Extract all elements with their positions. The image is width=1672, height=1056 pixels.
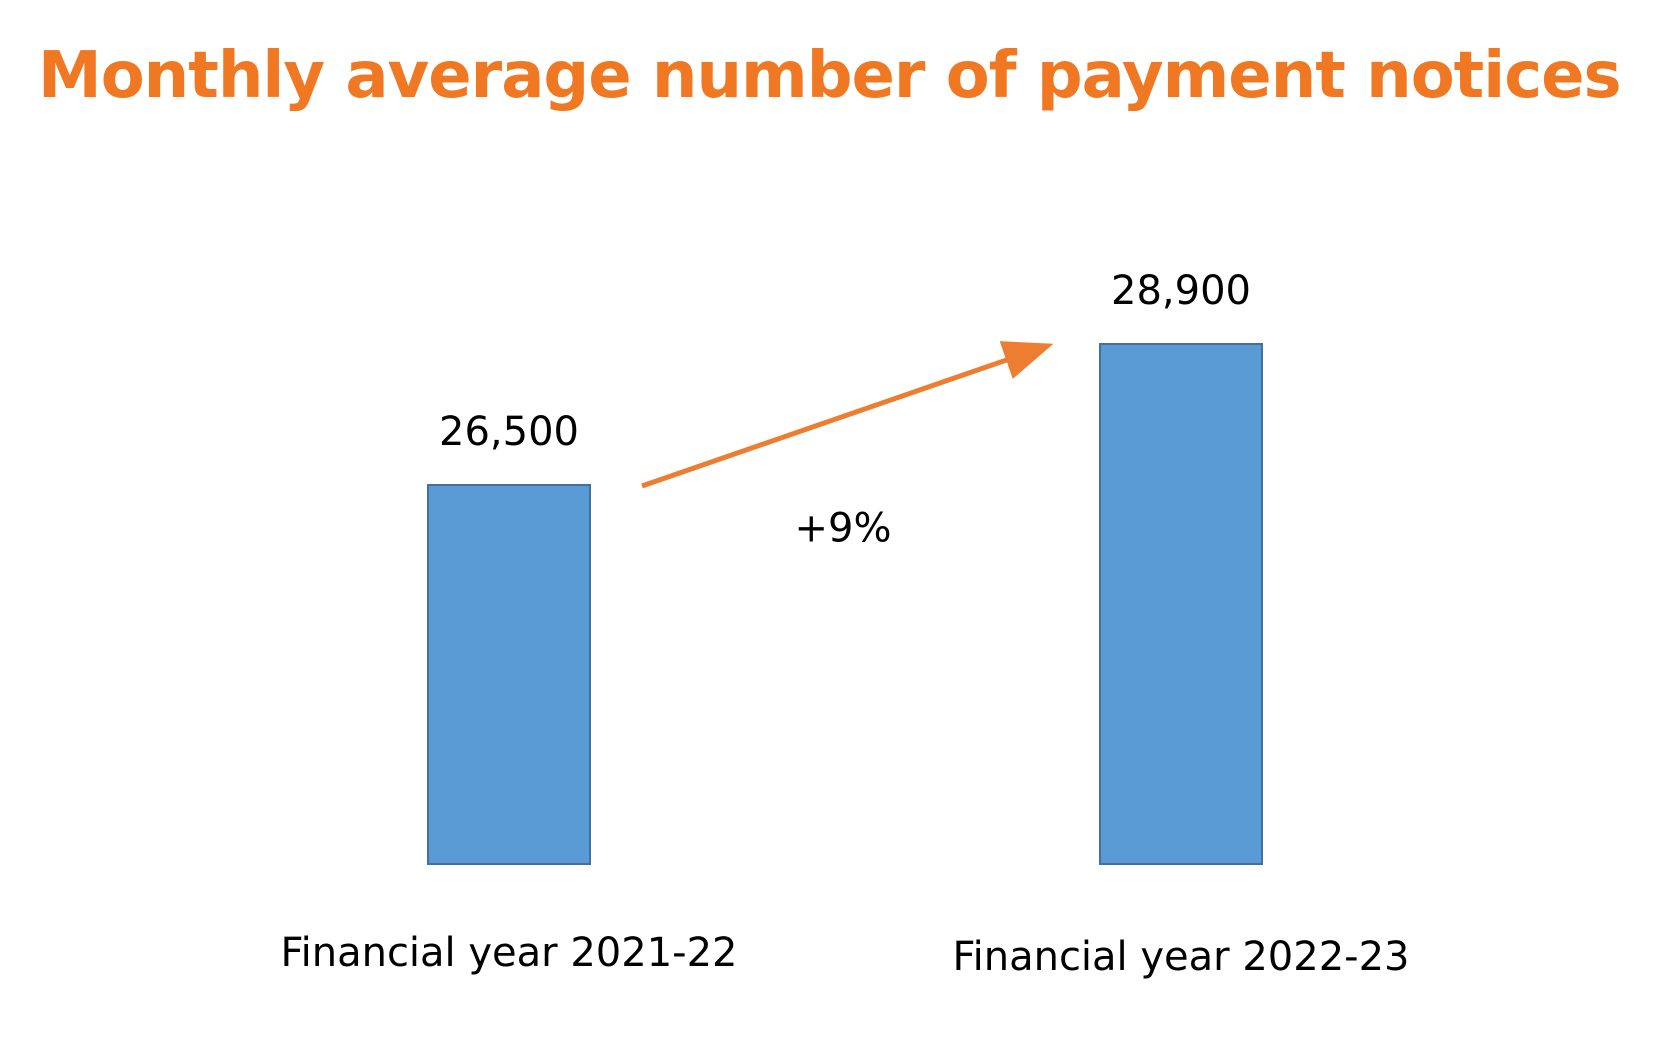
chart-title: Monthly average number of payment notice… — [38, 39, 1622, 113]
bar-1 — [427, 484, 591, 865]
growth-arrow — [641, 341, 1054, 489]
bars-layer — [427, 343, 1263, 865]
bar-value-label-1: 26,500 — [439, 409, 579, 455]
annotation-layer: +9% — [641, 341, 1054, 552]
bar-2 — [1099, 343, 1263, 865]
bar-value-label-2: 28,900 — [1111, 268, 1251, 314]
percent-change-label: +9% — [795, 506, 892, 552]
category-label-1: Financial year 2021-22 — [281, 930, 738, 976]
labels-layer: 26,500 Financial year 2021-22 28,900 Financ… — [281, 268, 1410, 980]
category-label-2: Financial year 2022-23 — [953, 934, 1410, 980]
